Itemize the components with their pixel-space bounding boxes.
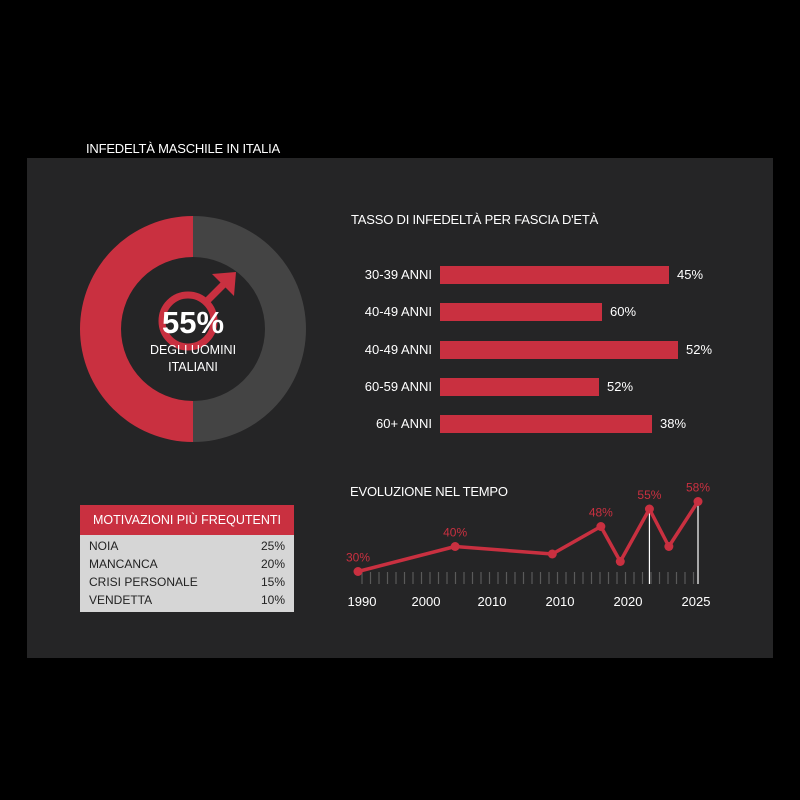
- bar-category-label: 60+ ANNI: [375, 416, 432, 431]
- table-row: MANCANCA 20%: [80, 555, 294, 573]
- bar-category-label: 60-59 ANNI: [364, 379, 432, 394]
- data-point: [693, 497, 703, 506]
- bar-row: 60-59 ANNI 52%: [340, 377, 740, 397]
- bar-category-label: 40-49 ANNI: [364, 304, 432, 319]
- motivation-name: MANCANCA: [89, 557, 158, 571]
- bar-value-label: 45%: [677, 267, 704, 282]
- motivation-name: CRISI PERSONALE: [89, 575, 198, 589]
- data-point: [644, 504, 654, 514]
- donut-percent: 55%: [161, 305, 225, 340]
- donut-center-label: 55% DEGLI UOMINI ITALIANI: [130, 306, 256, 376]
- bar-row: 60+ ANNI 38%: [340, 414, 740, 434]
- table-row: NOIA 25%: [80, 537, 294, 555]
- data-point-label: 40%: [443, 526, 467, 540]
- bar-category-label: 40-49 ANNI: [364, 342, 432, 357]
- male-symbol-icon: [158, 272, 236, 351]
- data-point-label: 55%: [637, 488, 661, 502]
- motivation-value: 15%: [260, 575, 285, 589]
- donut-caption: DEGLI UOMINI ITALIANI: [130, 342, 256, 376]
- page-title: INFEDELTÀ MASCHILE IN ITALIA: [86, 141, 281, 156]
- motivations-table-body: NOIA 25% MANCANCA 20% CRISI PERSONALE 15…: [80, 535, 294, 612]
- line-series: [357, 500, 700, 574]
- data-point-label: 58%: [686, 481, 710, 495]
- line-chart: 30% 40% 48% 55% 58% 1990 2000 2010 2010 2020 2025: [346, 481, 711, 610]
- data-point: [353, 567, 363, 576]
- donut-caption-line-1: DEGLI UOMINI: [149, 343, 237, 357]
- data-point: [547, 549, 557, 559]
- data-point: [596, 522, 606, 531]
- bar: [440, 378, 599, 396]
- motivation-name: NOIA: [89, 539, 119, 553]
- data-point: [664, 542, 674, 551]
- bar-row: 40-49 ANNI 52%: [340, 340, 740, 360]
- x-tick-label: 2020: [614, 594, 643, 609]
- x-tick-label: 2010: [546, 594, 575, 609]
- data-point: [615, 557, 625, 566]
- bar-value-label: 60%: [610, 304, 637, 319]
- bar: [440, 266, 669, 284]
- motivation-value: 10%: [260, 593, 285, 607]
- motivation-name: VENDETTA: [89, 593, 153, 607]
- line-chart-title: EVOLUZIONE NEL TEMPO: [350, 484, 508, 499]
- x-tick-label: 2000: [412, 594, 441, 609]
- x-tick-label: 1990: [348, 594, 377, 609]
- data-point-label: 48%: [589, 506, 613, 520]
- x-tick-label: 2025: [682, 594, 711, 609]
- bar-value-label: 38%: [660, 416, 687, 431]
- table-row: VENDETTA 10%: [80, 591, 294, 609]
- bar-row: 30-39 ANNI 45%: [340, 265, 740, 285]
- bar-chart-title: TASSO DI INFEDELTÀ PER FASCIA D'ETÀ: [351, 212, 599, 227]
- data-point-label: 30%: [346, 551, 370, 565]
- bar: [440, 341, 678, 359]
- bar-category-label: 30-39 ANNI: [364, 267, 432, 282]
- bar: [440, 415, 652, 433]
- motivation-value: 20%: [260, 557, 285, 571]
- bar-row: 40-49 ANNI 60%: [340, 302, 740, 322]
- bar-value-label: 52%: [607, 379, 634, 394]
- data-point: [450, 542, 460, 551]
- bar-value-label: 52%: [686, 342, 713, 357]
- donut-caption-line-2: ITALIANI: [168, 360, 218, 374]
- donut-chart: [79, 216, 306, 442]
- donut-remainder-segment: [193, 216, 306, 442]
- motivations-table-title: MOTIVAZIONI PIÙ FREQUTENTI: [80, 505, 294, 535]
- motivations-table: MOTIVAZIONI PIÙ FREQUTENTI NOIA 25% MANC…: [80, 505, 294, 612]
- motivation-value: 25%: [260, 539, 285, 553]
- table-row: CRISI PERSONALE 15%: [80, 573, 294, 591]
- donut-percent-segment: [79, 216, 193, 442]
- x-tick-label: 2010: [478, 594, 507, 609]
- bar: [440, 303, 602, 321]
